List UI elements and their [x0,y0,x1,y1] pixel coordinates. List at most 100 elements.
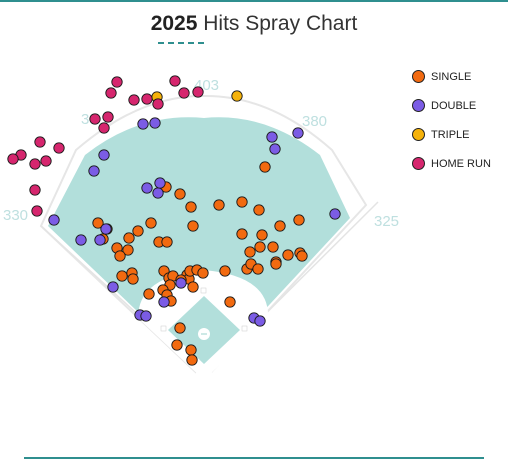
hit-point-double [75,234,87,246]
hit-point-home-run [53,142,65,154]
hit-point-single [92,217,104,229]
hit-point-double [107,281,119,293]
hit-point-home-run [128,94,140,106]
hit-point-single [213,199,225,211]
hit-point-single [161,236,173,248]
hit-point-single [127,273,139,285]
hit-point-single [132,225,144,237]
hit-point-single [270,258,282,270]
hit-points [7,75,341,366]
hit-point-double [98,149,110,161]
hit-point-single [252,263,264,275]
hit-point-single [143,288,155,300]
hit-point-home-run [169,75,181,87]
hit-point-single [274,220,286,232]
hit-point-double [329,208,341,220]
pitcher-rubber [201,333,207,335]
first-base [241,325,248,332]
hit-point-single [256,229,268,241]
hit-point-triple [231,90,243,102]
hit-point-double [292,127,304,139]
hit-point-single [186,354,198,366]
legend-item-home-run: HOME RUN [412,149,491,178]
hit-point-double [175,277,187,289]
legend-item-double: DOUBLE [412,91,491,120]
hit-point-home-run [111,76,123,88]
ballpark: 330 38 403 380 325 [3,77,399,386]
hit-point-home-run [31,205,43,217]
hit-point-single [174,322,186,334]
third-base [160,325,167,332]
hit-point-single [267,241,279,253]
hit-point-single [122,244,134,256]
grass [48,117,350,375]
legend-label-double: DOUBLE [431,99,477,112]
hit-point-single [174,188,186,200]
hit-point-single [224,296,236,308]
second-base [200,287,207,294]
hit-point-double [137,118,149,130]
hit-point-double [254,315,266,327]
hit-point-home-run [34,136,46,148]
legend-label-home-run: HOME RUN [431,157,491,170]
hit-point-double [100,223,112,235]
hit-point-single [171,339,183,351]
hit-point-double [158,296,170,308]
distance-left-line: 330 [3,207,28,224]
legend-swatch-triple [412,128,425,141]
legend-swatch-single [412,70,425,83]
legend-swatch-double [412,99,425,112]
hit-point-home-run [192,86,204,98]
hit-point-double [149,117,161,129]
hit-point-single [293,214,305,226]
hit-point-home-run [98,122,110,134]
top-rule [0,0,508,2]
legend-swatch-home-run [412,157,425,170]
hit-point-single [123,232,135,244]
hit-point-single [185,201,197,213]
hit-point-single [145,217,157,229]
hit-point-home-run [29,184,41,196]
bottom-rule [24,457,484,459]
legend-label-single: SINGLE [431,70,472,83]
legend: SINGLE DOUBLE TRIPLE HOME RUN [412,62,491,178]
hit-point-double [94,234,106,246]
hit-point-single [236,228,248,240]
distance-right-center: 380 [302,113,327,130]
hit-point-double [154,177,166,189]
hit-point-double [269,143,281,155]
hit-point-single [259,161,271,173]
hit-point-home-run [105,87,117,99]
title-text: Hits Spray Chart [203,12,358,35]
title-underline [158,42,204,44]
chart-title: 2025 Hits Spray Chart [0,12,508,36]
legend-label-triple: TRIPLE [431,128,470,141]
hit-point-double [152,187,164,199]
hit-point-single [219,265,231,277]
hit-point-single [116,270,128,282]
hit-point-home-run [89,113,101,125]
hit-point-double [141,182,153,194]
hit-point-single [296,250,308,262]
hit-point-double [140,310,152,322]
legend-item-triple: TRIPLE [412,120,491,149]
hit-point-home-run [102,111,114,123]
hit-point-single [254,241,266,253]
hit-point-home-run [7,153,19,165]
hit-point-home-run [152,98,164,110]
title-year: 2025 [150,12,198,35]
legend-item-single: SINGLE [412,62,491,91]
hit-point-home-run [178,87,190,99]
hit-point-home-run [141,93,153,105]
hit-point-single [282,249,294,261]
hit-point-single [236,196,248,208]
hit-point-single [187,220,199,232]
hit-point-double [88,165,100,177]
hit-point-home-run [29,158,41,170]
outfield-wall [39,94,368,382]
hit-point-home-run [40,155,52,167]
hit-point-single [253,204,265,216]
hit-point-single [114,250,126,262]
hit-point-single [244,246,256,258]
